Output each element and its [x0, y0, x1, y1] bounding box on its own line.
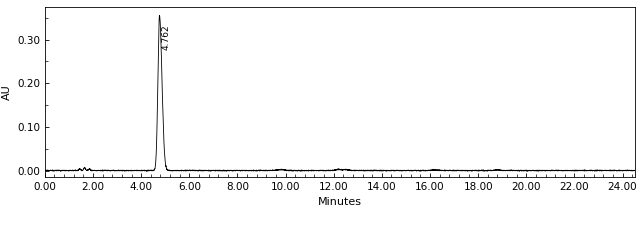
Y-axis label: AU: AU: [1, 84, 12, 100]
X-axis label: Minutes: Minutes: [318, 197, 362, 207]
Text: 4.762: 4.762: [162, 24, 171, 50]
